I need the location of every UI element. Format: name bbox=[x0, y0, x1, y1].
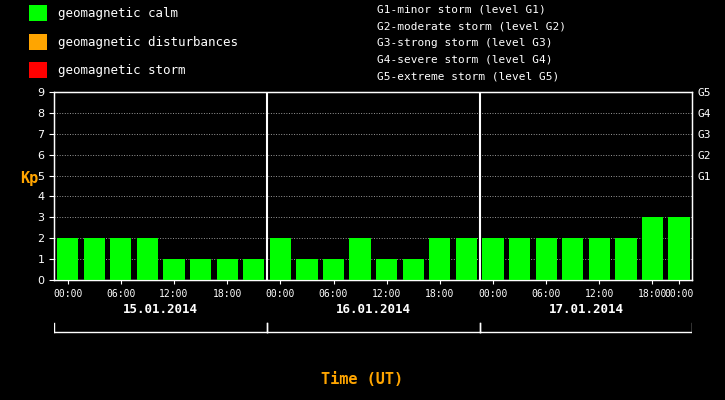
Text: G2-moderate storm (level G2): G2-moderate storm (level G2) bbox=[377, 21, 566, 31]
Bar bbox=[562, 238, 584, 280]
Bar bbox=[83, 238, 105, 280]
Text: geomagnetic storm: geomagnetic storm bbox=[58, 64, 186, 77]
Bar bbox=[642, 217, 663, 280]
Bar bbox=[190, 259, 211, 280]
Bar bbox=[616, 238, 637, 280]
Bar bbox=[57, 238, 78, 280]
Bar bbox=[402, 259, 424, 280]
Y-axis label: Kp: Kp bbox=[20, 171, 38, 186]
Bar bbox=[509, 238, 530, 280]
Bar bbox=[536, 238, 557, 280]
Bar bbox=[323, 259, 344, 280]
Bar bbox=[456, 238, 477, 280]
Bar bbox=[243, 259, 265, 280]
Bar bbox=[270, 238, 291, 280]
Bar bbox=[163, 259, 185, 280]
Bar bbox=[29, 5, 47, 21]
Text: 16.01.2014: 16.01.2014 bbox=[336, 303, 411, 316]
Bar bbox=[429, 238, 450, 280]
Text: 15.01.2014: 15.01.2014 bbox=[123, 303, 198, 316]
Bar bbox=[217, 259, 238, 280]
Text: geomagnetic disturbances: geomagnetic disturbances bbox=[58, 36, 238, 49]
Text: 17.01.2014: 17.01.2014 bbox=[549, 303, 624, 316]
Bar bbox=[137, 238, 158, 280]
Bar bbox=[349, 238, 370, 280]
Bar bbox=[29, 62, 47, 78]
Bar bbox=[589, 238, 610, 280]
Bar bbox=[482, 238, 504, 280]
Text: G1-minor storm (level G1): G1-minor storm (level G1) bbox=[377, 4, 546, 14]
Text: G4-severe storm (level G4): G4-severe storm (level G4) bbox=[377, 54, 552, 64]
Text: G5-extreme storm (level G5): G5-extreme storm (level G5) bbox=[377, 71, 559, 81]
Bar bbox=[376, 259, 397, 280]
Text: G3-strong storm (level G3): G3-strong storm (level G3) bbox=[377, 38, 552, 48]
Bar bbox=[297, 259, 318, 280]
Bar bbox=[110, 238, 131, 280]
Text: geomagnetic calm: geomagnetic calm bbox=[58, 7, 178, 20]
Bar bbox=[668, 217, 689, 280]
Text: Time (UT): Time (UT) bbox=[321, 372, 404, 386]
Bar bbox=[29, 34, 47, 50]
